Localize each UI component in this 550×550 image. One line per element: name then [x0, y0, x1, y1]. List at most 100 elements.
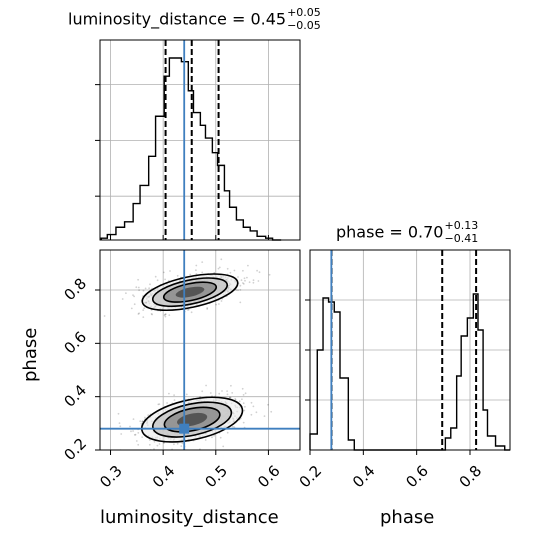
- scatter-point: [220, 300, 223, 302]
- scatter-point: [181, 442, 184, 445]
- scatter-point: [185, 393, 188, 396]
- scatter-point: [252, 405, 255, 408]
- scatter-point: [153, 440, 156, 443]
- scatter-point: [142, 309, 145, 311]
- contour-mode1-level2: [163, 406, 221, 433]
- scatter-point: [157, 403, 160, 406]
- scatter-point: [226, 390, 229, 392]
- scatter-point: [139, 420, 142, 423]
- scatter-point: [103, 315, 106, 317]
- scatter-point: [133, 434, 136, 436]
- scatter-point: [252, 279, 255, 282]
- joint-distribution-panel: 0.3 0.4 0.5 0.6 0.2 0.4 0.6 0.8: [60, 249, 301, 492]
- scatter-point: [140, 422, 143, 425]
- scatter-point: [228, 396, 231, 399]
- scatter-point: [164, 315, 167, 318]
- scatter-point: [133, 303, 136, 306]
- scatter-point: [141, 436, 144, 438]
- scatter-point: [168, 314, 171, 316]
- scatter-point: [153, 448, 155, 450]
- scatter-point: [142, 316, 145, 318]
- x-axis-label-luminosity-distance: luminosity_distance: [100, 507, 279, 528]
- scatter-point: [144, 416, 146, 419]
- scatter-point: [206, 308, 209, 310]
- scatter-point: [148, 443, 151, 446]
- scatter-point: [213, 434, 216, 437]
- joint-xtick-label-3: 0.6: [254, 462, 284, 492]
- scatter-point: [156, 279, 159, 282]
- scatter-point: [154, 275, 157, 278]
- scatter-point: [268, 273, 271, 276]
- scatter-point: [226, 431, 229, 434]
- scatter-point: [257, 280, 260, 282]
- joint-xtick-label-2: 0.5: [201, 462, 231, 492]
- scatter-point: [229, 396, 231, 399]
- scatter-point: [158, 443, 161, 445]
- scatter-point: [187, 308, 190, 311]
- scatter-point: [267, 403, 269, 406]
- scatter-point: [123, 458, 125, 460]
- scatter-point: [234, 398, 237, 400]
- scatter-point: [195, 273, 198, 275]
- scatter-point: [218, 392, 221, 395]
- scatter-point: [141, 420, 144, 423]
- scatter-point: [119, 425, 122, 428]
- scatter-point: [237, 276, 239, 278]
- scatter-point: [242, 283, 245, 285]
- scatter-point: [118, 422, 121, 424]
- contour-mode0-level2: [162, 281, 218, 303]
- scatter-point: [166, 402, 169, 404]
- scatter-point: [233, 269, 236, 272]
- density-fill-mode0-level3: [175, 286, 205, 298]
- scatter-point: [173, 394, 176, 396]
- right-xtick-label-2: 0.6: [402, 462, 432, 492]
- scatter-point: [148, 439, 151, 441]
- scatter-point: [180, 445, 183, 447]
- scatter-point: [190, 311, 193, 314]
- scatter-point: [148, 287, 151, 290]
- scatter-point: [137, 432, 140, 434]
- scatter-point: [130, 430, 132, 433]
- scatter-point: [132, 430, 135, 432]
- scatter-point: [173, 399, 176, 401]
- phase-marginal-panel: 0.2 0.4 0.6 0.8: [296, 249, 511, 492]
- scatter-point: [135, 286, 138, 289]
- scatter-point: [144, 287, 147, 290]
- scatter-point: [255, 411, 258, 414]
- phase-plus-error: +0.13: [444, 219, 479, 232]
- scatter-point: [138, 289, 141, 292]
- scatter-point: [142, 289, 145, 292]
- scatter-point: [186, 309, 189, 311]
- scatter-point: [176, 442, 179, 445]
- luminosity-distance-plus-error: +0.05: [287, 6, 321, 19]
- scatter-point: [149, 283, 151, 286]
- scatter-point: [243, 277, 246, 280]
- scatter-point: [247, 264, 249, 267]
- scatter-point: [151, 313, 154, 316]
- luminosity-distance-title-text: luminosity_distance = 0.45: [68, 9, 287, 29]
- scatter-point: [229, 396, 232, 399]
- scatter-point: [201, 271, 204, 274]
- contour-mode0-level0: [141, 273, 239, 312]
- scatter-point: [229, 271, 232, 274]
- right-xtick-label-0: 0.2: [296, 462, 326, 492]
- scatter-point: [244, 279, 246, 282]
- scatter-point: [263, 415, 266, 417]
- scatter-point: [141, 420, 144, 423]
- scatter-point: [211, 436, 213, 439]
- scatter-point: [218, 266, 221, 269]
- scatter-point: [120, 433, 123, 435]
- scatter-point: [189, 273, 192, 276]
- scatter-point: [137, 278, 140, 281]
- scatter-point: [133, 295, 136, 298]
- luminosity-distance-histogram: [100, 57, 282, 241]
- scatter-point: [195, 264, 198, 267]
- scatter-point: [158, 403, 161, 405]
- right-xtick-label-3: 0.8: [456, 462, 486, 492]
- scatter-point: [215, 303, 218, 306]
- joint-ytick-label-1: 0.4: [60, 381, 90, 411]
- scatter-point: [206, 307, 209, 309]
- scatter-point: [173, 443, 175, 446]
- scatter-point: [244, 392, 247, 395]
- scatter-point: [143, 307, 146, 310]
